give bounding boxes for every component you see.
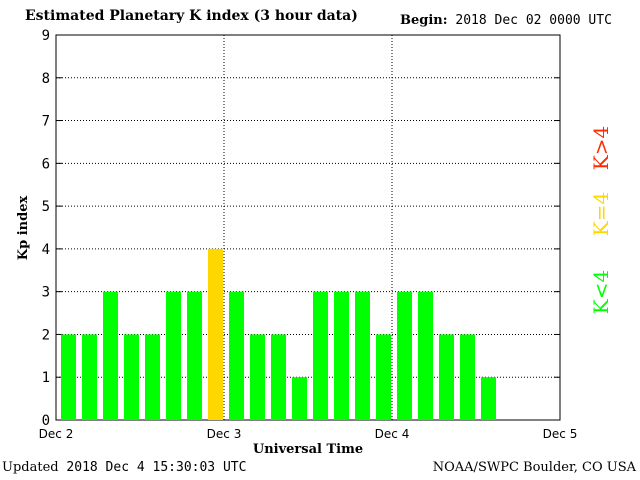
kp-bar xyxy=(439,334,454,420)
legend-low: K<4 xyxy=(589,270,613,314)
kp-bar xyxy=(187,291,202,420)
y-tick-label: 7 xyxy=(42,114,50,130)
x-tick-label: Dec 3 xyxy=(207,427,242,441)
y-tick-label: 0 xyxy=(42,413,50,429)
y-tick-label: 1 xyxy=(42,370,50,386)
kp-bar xyxy=(292,377,307,420)
kp-bar xyxy=(481,377,496,420)
y-tick-label: 9 xyxy=(42,28,50,44)
plot-frame xyxy=(55,34,561,421)
kp-bar xyxy=(61,334,76,420)
y-tick-label: 8 xyxy=(42,71,50,87)
kp-bar xyxy=(313,291,328,420)
y-tick-label: 3 xyxy=(42,285,50,301)
kp-bar xyxy=(250,334,265,420)
kp-bar xyxy=(460,334,475,420)
kp-bar xyxy=(208,248,223,420)
x-tick-label: Dec 5 xyxy=(543,427,578,441)
legend-mid: K=4 xyxy=(589,192,613,236)
begin-value: 2018 Dec 02 0000 UTC xyxy=(455,13,612,28)
y-tick-label: 5 xyxy=(42,199,50,215)
kp-bar xyxy=(355,291,370,420)
kp-bar xyxy=(103,291,118,420)
chart-title: Estimated Planetary K index (3 hour data… xyxy=(25,8,358,24)
updated-info: Updated 2018 Dec 4 15:30:03 UTC xyxy=(2,460,246,475)
x-axis-label: Universal Time xyxy=(253,442,363,457)
updated-label: Updated xyxy=(2,460,59,475)
source-credit: NOAA/SWPC Boulder, CO USA xyxy=(432,460,636,475)
kp-bar xyxy=(271,334,286,420)
kp-bar xyxy=(334,291,349,420)
kp-bar xyxy=(418,291,433,420)
y-axis-label: Kp index xyxy=(16,196,31,261)
kp-bar xyxy=(376,334,391,420)
begin-label: Begin: xyxy=(400,13,448,28)
kp-bar xyxy=(82,334,97,420)
kp-bar xyxy=(166,291,181,420)
kp-bar xyxy=(397,291,412,420)
x-tick-label: Dec 2 xyxy=(39,427,74,441)
y-tick-label: 6 xyxy=(42,156,50,172)
y-tick-label: 2 xyxy=(42,327,50,343)
kp-bar xyxy=(229,291,244,420)
kp-bar xyxy=(145,334,160,420)
y-tick-label: 4 xyxy=(42,242,50,258)
x-tick-label: Dec 4 xyxy=(375,427,410,441)
kp-bar xyxy=(124,334,139,420)
updated-value: 2018 Dec 4 15:30:03 UTC xyxy=(66,460,247,475)
begin-info: Begin: 2018 Dec 02 0000 UTC xyxy=(400,13,612,28)
legend-high: K>4 xyxy=(589,126,613,170)
